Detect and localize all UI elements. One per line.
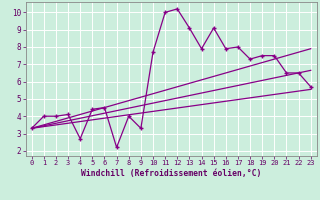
X-axis label: Windchill (Refroidissement éolien,°C): Windchill (Refroidissement éolien,°C) (81, 169, 261, 178)
